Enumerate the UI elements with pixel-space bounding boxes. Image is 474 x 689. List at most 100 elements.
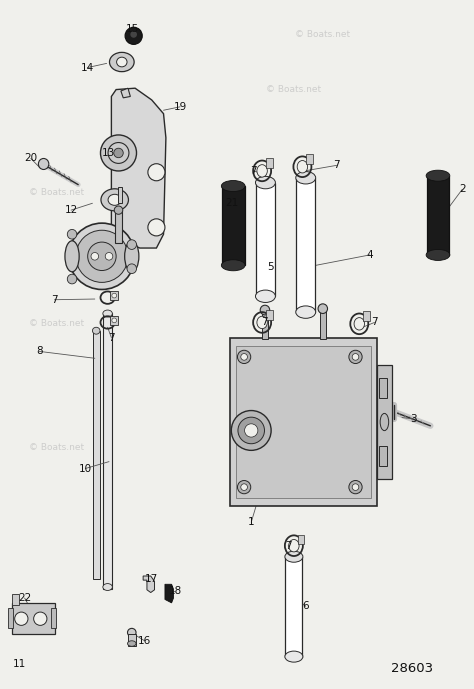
- Bar: [377, 365, 392, 479]
- Ellipse shape: [257, 165, 267, 177]
- Circle shape: [238, 417, 264, 444]
- Circle shape: [114, 148, 123, 158]
- Bar: [427, 176, 449, 255]
- Text: 16: 16: [138, 636, 151, 646]
- Bar: [93, 331, 100, 579]
- Circle shape: [241, 353, 247, 360]
- Circle shape: [105, 252, 113, 260]
- Circle shape: [69, 223, 135, 289]
- Circle shape: [112, 318, 117, 322]
- Bar: [266, 158, 273, 168]
- Text: © Boats.net: © Boats.net: [266, 85, 321, 94]
- Polygon shape: [111, 88, 166, 248]
- Ellipse shape: [103, 584, 112, 590]
- Text: 7: 7: [333, 161, 340, 170]
- Bar: [230, 338, 377, 506]
- Circle shape: [352, 353, 359, 360]
- Polygon shape: [165, 584, 173, 603]
- Bar: [103, 313, 112, 589]
- Polygon shape: [121, 88, 130, 98]
- Ellipse shape: [221, 260, 245, 271]
- Text: 1: 1: [248, 517, 255, 527]
- Text: © Boats.net: © Boats.net: [295, 30, 350, 39]
- Bar: [222, 186, 245, 265]
- Bar: [110, 291, 118, 300]
- Text: 15: 15: [126, 24, 139, 34]
- Text: 14: 14: [81, 63, 94, 72]
- Ellipse shape: [38, 158, 49, 169]
- Bar: [320, 309, 326, 339]
- Circle shape: [91, 252, 99, 260]
- Circle shape: [130, 31, 137, 38]
- Circle shape: [237, 350, 251, 364]
- Text: 11: 11: [12, 659, 26, 668]
- Ellipse shape: [117, 57, 127, 67]
- Bar: [12, 603, 55, 634]
- Circle shape: [112, 294, 117, 298]
- Ellipse shape: [108, 194, 121, 205]
- Ellipse shape: [257, 316, 267, 329]
- Ellipse shape: [65, 241, 79, 272]
- Bar: [266, 310, 273, 320]
- Bar: [8, 608, 13, 628]
- Text: 7: 7: [285, 541, 292, 551]
- Text: 2: 2: [459, 185, 465, 194]
- Text: © Boats.net: © Boats.net: [29, 319, 84, 329]
- Ellipse shape: [255, 176, 275, 189]
- Ellipse shape: [221, 181, 245, 192]
- Text: 10: 10: [79, 464, 92, 473]
- Circle shape: [148, 219, 165, 236]
- Text: 8: 8: [36, 347, 43, 356]
- Circle shape: [241, 484, 247, 491]
- Ellipse shape: [285, 551, 303, 562]
- Ellipse shape: [92, 327, 100, 334]
- Ellipse shape: [296, 172, 316, 184]
- Bar: [128, 634, 136, 646]
- Text: 7: 7: [371, 318, 378, 327]
- Polygon shape: [143, 576, 155, 593]
- Bar: [285, 557, 302, 657]
- Text: 5: 5: [267, 263, 273, 272]
- Bar: [51, 608, 56, 628]
- Bar: [12, 594, 19, 605]
- Ellipse shape: [289, 539, 299, 552]
- Circle shape: [125, 28, 142, 44]
- Circle shape: [231, 411, 271, 451]
- Ellipse shape: [426, 249, 450, 260]
- Text: 13: 13: [101, 148, 115, 158]
- Ellipse shape: [128, 641, 136, 646]
- Text: © Boats.net: © Boats.net: [266, 498, 321, 508]
- Circle shape: [349, 350, 362, 364]
- Circle shape: [100, 135, 137, 171]
- Text: 6: 6: [302, 601, 309, 611]
- Ellipse shape: [67, 229, 77, 239]
- Text: © Boats.net: © Boats.net: [29, 188, 84, 198]
- Bar: [296, 178, 315, 312]
- Bar: [363, 311, 370, 321]
- Text: 22: 22: [18, 593, 31, 603]
- Text: 7: 7: [51, 295, 58, 305]
- Ellipse shape: [101, 189, 128, 211]
- Bar: [118, 187, 122, 203]
- Text: 7: 7: [261, 318, 267, 327]
- Text: 12: 12: [64, 205, 78, 215]
- Ellipse shape: [67, 274, 77, 284]
- Ellipse shape: [127, 264, 137, 274]
- Ellipse shape: [380, 413, 389, 431]
- Bar: [379, 446, 387, 466]
- Ellipse shape: [285, 651, 303, 662]
- Text: 17: 17: [145, 574, 158, 584]
- Bar: [306, 154, 313, 164]
- Bar: [262, 310, 268, 339]
- Circle shape: [349, 480, 362, 494]
- Circle shape: [108, 143, 129, 163]
- Text: 4: 4: [366, 250, 373, 260]
- Text: 7: 7: [108, 333, 115, 342]
- Ellipse shape: [260, 305, 270, 315]
- Text: 7: 7: [250, 166, 257, 176]
- Ellipse shape: [296, 306, 316, 318]
- Bar: [236, 346, 371, 498]
- Text: 18: 18: [169, 586, 182, 596]
- Circle shape: [76, 230, 128, 282]
- Ellipse shape: [354, 318, 365, 330]
